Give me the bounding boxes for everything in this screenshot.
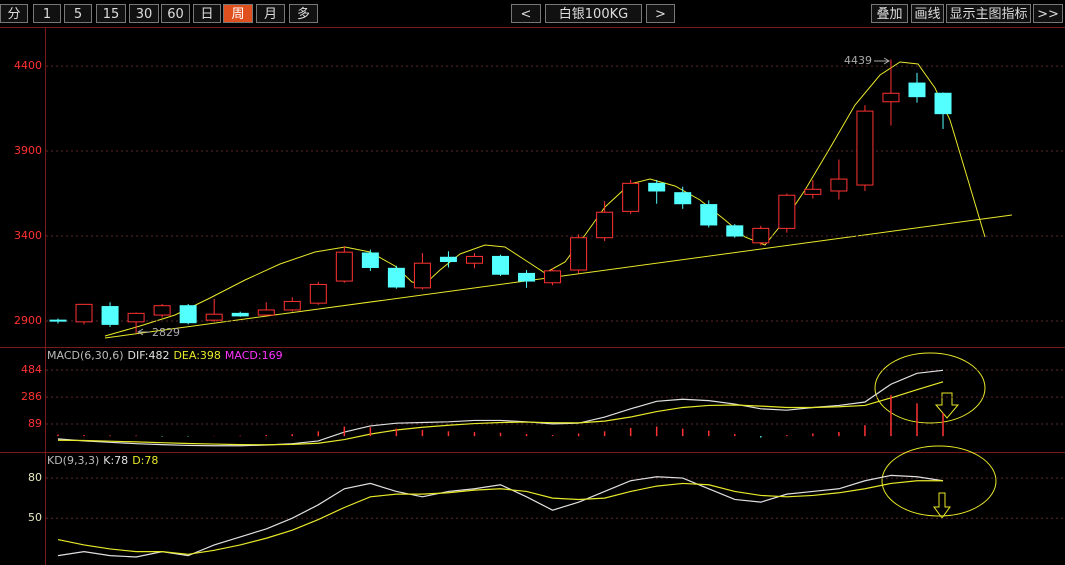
- candle-body: [179, 305, 197, 324]
- nav-button[interactable]: <: [511, 4, 541, 23]
- period-button[interactable]: 5: [64, 4, 92, 23]
- y-tick-label: 50: [28, 511, 42, 524]
- candle-body: [153, 305, 171, 316]
- period-button[interactable]: 15: [96, 4, 126, 23]
- highlight-ellipse: [874, 352, 986, 424]
- period-button[interactable]: 60: [161, 4, 190, 23]
- period-button[interactable]: 月: [256, 4, 285, 23]
- toolbar: 分 1 5 15 30 60 日周月多 < 白银100KG > 叠加 画线 显示主图指标 >>: [0, 0, 1065, 28]
- arrow-head: [883, 57, 890, 65]
- highlight-ellipse: [881, 445, 997, 517]
- candle-body: [439, 256, 457, 263]
- candle-body: [335, 251, 353, 282]
- indicator-line: [57, 381, 944, 446]
- candle-body: [127, 312, 145, 323]
- candle-body: [465, 255, 483, 264]
- y-tick-label: 2900: [14, 314, 42, 327]
- y-tick-label: 4400: [14, 59, 42, 72]
- candle-body: [387, 267, 405, 288]
- candle-body: [544, 270, 562, 284]
- y-tick-label: 286: [21, 390, 42, 403]
- tool-button[interactable]: >>: [1033, 4, 1063, 23]
- y-tick-label: 3400: [14, 229, 42, 242]
- candle-body: [726, 225, 744, 237]
- period-button[interactable]: 分: [0, 4, 28, 23]
- period-button[interactable]: 周: [223, 4, 253, 23]
- candle-body: [205, 313, 223, 321]
- indicator-line: [57, 480, 944, 555]
- drawings: [104, 61, 1013, 519]
- candle-body: [49, 319, 67, 322]
- candle-body: [830, 178, 848, 192]
- legend-entry: D:78: [132, 454, 158, 467]
- min-label: 2829: [152, 326, 180, 339]
- period-button[interactable]: 30: [129, 4, 159, 23]
- tool-button[interactable]: 画线: [911, 4, 944, 23]
- candle-body: [231, 312, 249, 317]
- arrow-head: [137, 328, 144, 336]
- nav-button[interactable]: >: [646, 4, 675, 23]
- candle-body: [778, 194, 796, 229]
- candle-body: [309, 283, 327, 304]
- period-button[interactable]: 多: [289, 4, 318, 23]
- max-label: 4439: [844, 54, 872, 67]
- candle-body: [75, 303, 93, 323]
- y-tick-label: 80: [28, 471, 42, 484]
- legend-entry: MACD:169: [225, 349, 283, 362]
- y-tick-label: 484: [21, 363, 42, 376]
- candle-body: [674, 192, 692, 205]
- legend-entry: DIF:482: [128, 349, 170, 362]
- candle-body: [413, 262, 431, 289]
- y-tick-label: 89: [28, 417, 42, 430]
- legend-entry: K:78: [103, 454, 128, 467]
- annotation-arrows: [137, 57, 890, 336]
- indicator-title: MACD(6,30,6): [47, 349, 124, 362]
- period-button[interactable]: 日: [193, 4, 221, 23]
- indicator-line: [57, 474, 944, 558]
- candle-body: [908, 82, 926, 98]
- candle-body: [101, 306, 119, 325]
- candle-body: [518, 272, 536, 282]
- y-tick-label: 3900: [14, 144, 42, 157]
- candle-body: [700, 204, 718, 226]
- candle-body: [882, 92, 900, 103]
- tool-button[interactable]: 显示主图指标: [946, 4, 1031, 23]
- candle-body: [596, 211, 614, 239]
- candle-body: [752, 227, 770, 244]
- indicator-title: KD(9,3,3): [47, 454, 99, 467]
- candle-body: [648, 182, 666, 192]
- candle-body: [622, 182, 640, 212]
- candle-body: [361, 252, 379, 268]
- candle-body: [257, 309, 275, 316]
- candle-body: [856, 110, 874, 186]
- candle-body: [283, 300, 301, 311]
- candle-body: [570, 237, 588, 271]
- period-button[interactable]: 1: [33, 4, 61, 23]
- candle-body: [934, 92, 952, 115]
- down-arrow: [934, 392, 960, 419]
- candle-body: [492, 255, 510, 275]
- tool-button[interactable]: 叠加: [871, 4, 908, 23]
- indicator-line: [57, 369, 944, 447]
- down-arrow: [933, 492, 951, 519]
- candle-body: [804, 188, 822, 195]
- legend-entry: DEA:398: [173, 349, 220, 362]
- hand-curve: [104, 61, 986, 337]
- symbol[interactable]: 白银100KG: [545, 4, 642, 23]
